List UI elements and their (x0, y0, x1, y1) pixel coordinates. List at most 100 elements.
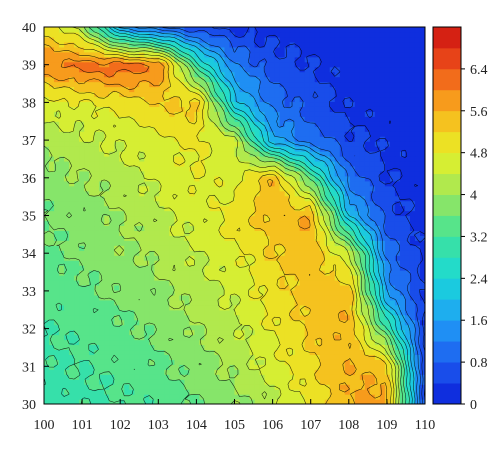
field-cell (199, 220, 206, 227)
field-cell (119, 126, 125, 132)
field-cell (194, 200, 200, 207)
field-cell (84, 399, 90, 404)
field-cell (174, 96, 180, 103)
field-cell (269, 200, 276, 207)
field-cell (224, 379, 231, 385)
field-cell (189, 76, 195, 83)
field-cell (59, 116, 65, 122)
field-cell (344, 250, 351, 256)
field-cell (94, 220, 100, 227)
field-cell (219, 294, 226, 301)
field-cell (204, 131, 211, 137)
field-cell (349, 399, 356, 404)
field-cell (394, 284, 401, 291)
field-cell (89, 275, 95, 281)
field-cell (279, 349, 286, 355)
field-cell (409, 151, 416, 157)
field-cell (199, 359, 206, 365)
field-cell (144, 101, 150, 107)
field-cell (379, 126, 386, 132)
field-cell (104, 255, 110, 261)
field-cell (114, 190, 120, 197)
field-cell (159, 235, 165, 241)
field-cell (239, 379, 246, 385)
field-cell (159, 210, 165, 217)
field-cell (59, 126, 65, 132)
field-cell (109, 374, 115, 380)
field-cell (389, 314, 396, 321)
field-cell (329, 299, 336, 306)
field-cell (79, 359, 85, 365)
field-cell (204, 240, 211, 246)
field-cell (389, 126, 396, 132)
field-cell (314, 319, 321, 326)
field-cell (224, 91, 231, 98)
field-cell (189, 210, 195, 217)
field-cell (44, 270, 50, 276)
field-cell (339, 81, 346, 88)
field-cell (239, 354, 246, 360)
field-cell (144, 190, 150, 197)
field-cell (44, 289, 50, 296)
field-cell (394, 155, 401, 162)
field-cell (394, 324, 401, 331)
field-cell (224, 230, 231, 236)
field-cell (54, 185, 60, 192)
field-cell (389, 279, 396, 286)
field-cell (219, 299, 226, 306)
field-cell (239, 155, 246, 162)
field-cell (184, 170, 190, 177)
field-cell (79, 354, 85, 360)
field-cell (394, 319, 401, 326)
field-cell (134, 200, 140, 207)
field-cell (389, 364, 396, 370)
field-cell (84, 141, 90, 147)
field-cell (119, 116, 125, 122)
field-cell (109, 121, 115, 127)
field-cell (84, 240, 90, 246)
field-cell (349, 319, 356, 326)
field-cell (384, 165, 391, 172)
field-cell (334, 319, 341, 326)
field-cell (344, 111, 351, 117)
field-cell (119, 200, 125, 207)
field-cell (94, 260, 100, 266)
field-cell (349, 210, 356, 217)
field-cell (294, 299, 301, 306)
field-cell (239, 279, 246, 286)
field-cell (164, 294, 170, 301)
field-cell (409, 190, 416, 197)
field-cell (409, 195, 416, 202)
field-cell (374, 284, 381, 291)
field-cell (149, 270, 155, 276)
field-cell (99, 81, 105, 88)
field-cell (274, 240, 281, 246)
field-cell (124, 275, 130, 281)
field-cell (369, 359, 376, 365)
field-cell (244, 106, 251, 112)
field-cell (79, 275, 85, 281)
field-cell (199, 121, 206, 127)
field-cell (344, 364, 351, 370)
field-cell (379, 215, 386, 222)
field-cell (284, 245, 291, 251)
field-cell (69, 175, 75, 182)
field-cell (124, 374, 130, 380)
field-cell (249, 389, 256, 395)
field-cell (249, 106, 256, 112)
field-cell (244, 76, 251, 83)
field-cell (414, 160, 421, 167)
field-cell (109, 175, 115, 182)
field-cell (54, 111, 60, 117)
field-cell (59, 111, 65, 117)
field-cell (164, 384, 170, 390)
field-cell (344, 195, 351, 202)
field-cell (354, 116, 361, 122)
field-cell (49, 270, 55, 276)
field-cell (189, 180, 195, 187)
field-cell (189, 131, 195, 137)
field-cell (169, 389, 175, 395)
field-cell (44, 205, 50, 212)
field-cell (154, 309, 160, 316)
field-cell (169, 225, 175, 231)
